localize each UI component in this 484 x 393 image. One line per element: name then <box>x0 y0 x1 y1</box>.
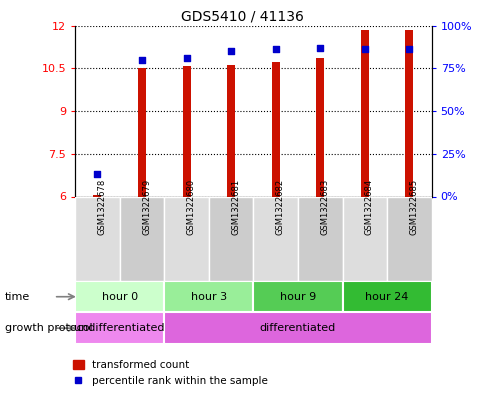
Text: GSM1322682: GSM1322682 <box>275 178 284 235</box>
Text: GSM1322678: GSM1322678 <box>97 178 106 235</box>
Legend: transformed count, percentile rank within the sample: transformed count, percentile rank withi… <box>73 360 267 386</box>
Bar <box>405 30 412 196</box>
Point <box>227 48 235 54</box>
Point <box>182 55 190 61</box>
Text: differentiated: differentiated <box>259 323 335 333</box>
Bar <box>75 196 120 281</box>
Text: undifferentiated: undifferentiated <box>75 323 165 333</box>
Bar <box>93 195 101 196</box>
Bar <box>316 58 324 196</box>
Bar <box>297 196 342 281</box>
Bar <box>271 62 279 196</box>
Bar <box>209 196 253 281</box>
Point <box>360 46 368 53</box>
Text: GSM1322685: GSM1322685 <box>408 178 418 235</box>
Text: GSM1322683: GSM1322683 <box>319 178 329 235</box>
Bar <box>164 196 209 281</box>
Text: GDS5410 / 41136: GDS5410 / 41136 <box>181 10 303 24</box>
Text: growth protocol: growth protocol <box>5 323 92 333</box>
Bar <box>164 281 253 312</box>
Bar <box>138 68 146 196</box>
Point <box>405 46 412 53</box>
Bar <box>182 66 190 196</box>
Text: hour 9: hour 9 <box>279 292 316 302</box>
Bar <box>164 312 431 344</box>
Text: time: time <box>5 292 30 302</box>
Point <box>271 46 279 53</box>
Text: hour 0: hour 0 <box>102 292 137 302</box>
Text: hour 24: hour 24 <box>364 292 408 302</box>
Point <box>316 45 323 51</box>
Text: GSM1322680: GSM1322680 <box>186 178 195 235</box>
Bar <box>386 196 431 281</box>
Bar <box>342 196 386 281</box>
Bar <box>75 312 164 344</box>
Bar <box>75 281 164 312</box>
Point <box>93 171 101 177</box>
Text: hour 3: hour 3 <box>190 292 227 302</box>
Bar <box>227 64 235 196</box>
Bar <box>360 30 368 196</box>
Bar <box>342 281 431 312</box>
Point <box>138 57 146 63</box>
Text: GSM1322681: GSM1322681 <box>231 178 240 235</box>
Bar <box>253 281 342 312</box>
Text: GSM1322679: GSM1322679 <box>142 178 151 235</box>
Bar <box>253 196 297 281</box>
Text: GSM1322684: GSM1322684 <box>364 178 373 235</box>
Bar <box>120 196 164 281</box>
